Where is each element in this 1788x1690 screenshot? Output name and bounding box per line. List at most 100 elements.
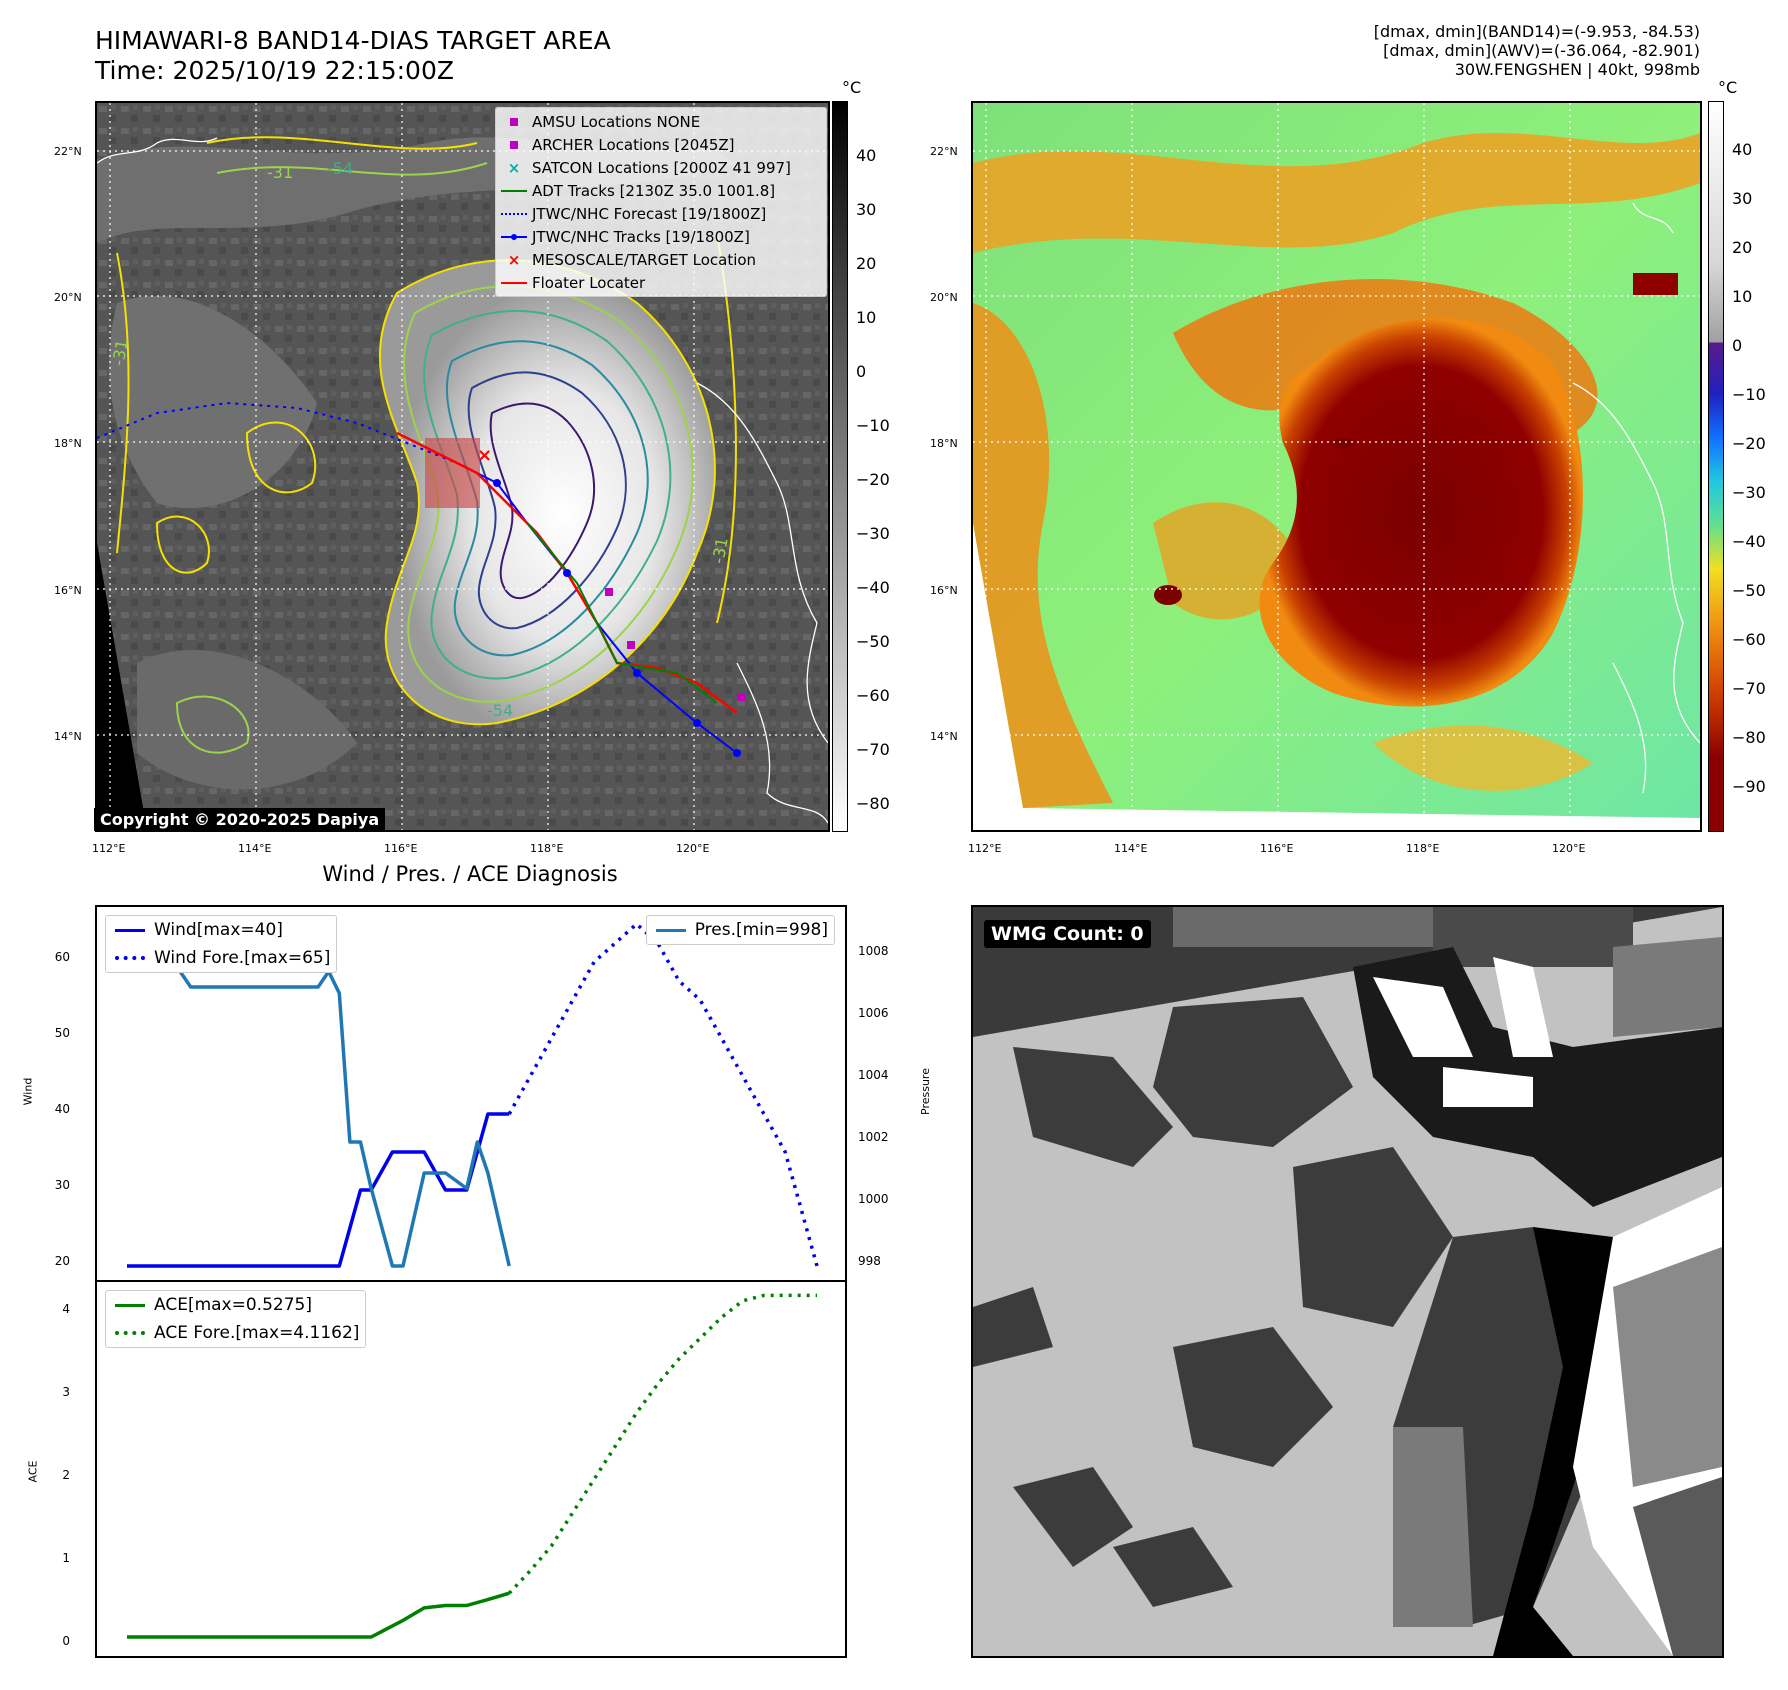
dotted-line-icon [115, 1331, 145, 1335]
square-marker-icon [510, 117, 518, 126]
lon-label: 112°E [92, 842, 126, 855]
lon-label: 114°E [1114, 842, 1148, 855]
diagnosis-title: Wind / Pres. / ACE Diagnosis [322, 862, 618, 886]
colorbar-tick: 30 [1732, 189, 1753, 208]
legend-item-wind: Wind[max=40] [106, 916, 336, 944]
wind-tick: 60 [54, 950, 70, 964]
lon-label: 116°E [384, 842, 418, 855]
colorbar-tick: −90 [1732, 777, 1766, 796]
colorbar-tick: −30 [1732, 483, 1766, 502]
dotted-line-icon [501, 212, 527, 215]
svg-text:×: × [477, 445, 492, 466]
colorbar-tick: −60 [856, 686, 890, 705]
awv-map-panel [971, 101, 1702, 832]
legend-item-pressure: Pres.[min=998] [647, 916, 834, 944]
colorbar-unit: °C [842, 78, 862, 97]
line-marker-icon [501, 281, 527, 284]
ace-forecast-series-line [507, 1293, 817, 1595]
ace-tick: 4 [62, 1302, 70, 1316]
pressure-tick: 998 [858, 1254, 881, 1268]
lat-label: 16°N [54, 584, 82, 597]
colorbar-tick: −20 [1732, 434, 1766, 453]
colorbar-left [832, 101, 848, 832]
x-marker-icon: × [507, 250, 521, 269]
title-line-2: Time: 2025/10/19 22:15:00Z [95, 56, 454, 85]
x-marker-icon: × [507, 158, 521, 177]
lat-label: 14°N [54, 730, 82, 743]
wind-legend: Wind[max=40] Wind Fore.[max=65] [105, 915, 338, 973]
wmg-panel [971, 905, 1724, 1658]
legend-item-archer: ARCHER Locations [2045Z] [496, 133, 826, 156]
square-marker-icon [510, 140, 518, 149]
lat-label: 22°N [930, 145, 958, 158]
meta-line-2: [dmax, dmin](AWV)=(-36.064, -82.901) [1383, 41, 1700, 60]
colorbar-tick: −80 [856, 794, 890, 813]
copyright-badge: Copyright © 2020-2025 Dapiya [94, 808, 386, 831]
wind-tick: 20 [54, 1254, 70, 1268]
line-marker-icon [115, 1303, 145, 1307]
colorbar-tick: −20 [856, 470, 890, 489]
lat-label: 18°N [930, 437, 958, 450]
legend-item-ace-forecast: ACE Fore.[max=4.1162] [106, 1319, 365, 1347]
legend-item-wind-forecast: Wind Fore.[max=65] [106, 944, 336, 972]
colorbar-tick: −70 [856, 740, 890, 759]
colorbar-tick: 0 [856, 362, 867, 381]
wind-tick: 40 [54, 1102, 70, 1116]
colorbar-tick: 30 [856, 200, 877, 219]
line-marker-icon [115, 928, 145, 932]
pressure-axis-label: Pressure [918, 1068, 932, 1115]
contour-label: -54 [487, 701, 514, 720]
colorbar-tick: 10 [1732, 287, 1753, 306]
pressure-tick: 1008 [858, 944, 889, 958]
legend-item-amsu: AMSU Locations NONE [496, 110, 826, 133]
lat-label: 16°N [930, 584, 958, 597]
colorbar-tick: −10 [856, 416, 890, 435]
figure-title: HIMAWARI-8 BAND14-DIAS TARGET AREA Time:… [95, 26, 611, 86]
ir-map-panel: × -31 -54 -31 -54 -31 AMSU Locations NON… [95, 101, 830, 832]
pressure-tick: 1004 [858, 1068, 889, 1082]
wind-tick: 50 [54, 1026, 70, 1040]
lon-label: 118°E [1406, 842, 1440, 855]
line-marker-icon [655, 928, 686, 932]
ace-legend: ACE[max=0.5275] ACE Fore.[max=4.1162] [105, 1290, 367, 1348]
colorbar-tick: −40 [856, 578, 890, 597]
wind-forecast-series-line [507, 922, 819, 1267]
pressure-series-line [127, 954, 511, 1268]
lon-label: 114°E [238, 842, 272, 855]
contour-label: -31 [267, 163, 294, 182]
ace-plot [127, 1293, 817, 1639]
wind-pressure-plot [127, 922, 819, 1268]
meta-info: [dmax, dmin](BAND14)=(-9.953, -84.53) [d… [1374, 22, 1700, 79]
meta-line-1: [dmax, dmin](BAND14)=(-9.953, -84.53) [1373, 22, 1700, 41]
colorbar-tick: −30 [856, 524, 890, 543]
colorbar-tick: −10 [1732, 385, 1766, 404]
colorbar-tick: 40 [1732, 140, 1753, 159]
dotted-line-icon [115, 956, 145, 960]
colorbar-tick: −80 [1732, 728, 1766, 747]
wmg-count-badge: WMG Count: 0 [984, 920, 1151, 948]
wind-axis-label: Wind [21, 1077, 35, 1106]
colorbar-tick: 10 [856, 308, 877, 327]
legend-item-satcon: × SATCON Locations [2000Z 41 997] [496, 156, 826, 179]
colorbar-tick: −40 [1732, 532, 1766, 551]
ace-tick: 2 [62, 1468, 70, 1482]
lat-label: 14°N [930, 730, 958, 743]
legend-item-forecast: JTWC/NHC Forecast [19/1800Z] [496, 202, 826, 225]
colorbar-tick: 0 [1732, 336, 1743, 355]
colorbar-tick: 20 [1732, 238, 1753, 257]
title-line-1: HIMAWARI-8 BAND14-DIAS TARGET AREA [95, 26, 611, 55]
legend-item-target: × MESOSCALE/TARGET Location [496, 248, 826, 271]
colorbar-tick: −60 [1732, 630, 1766, 649]
lon-label: 118°E [530, 842, 564, 855]
pressure-tick: 1006 [858, 1006, 889, 1020]
lon-label: 116°E [1260, 842, 1294, 855]
colorbar-tick: −50 [1732, 581, 1766, 600]
lat-label: 18°N [54, 437, 82, 450]
contour-label: -54 [327, 159, 354, 178]
colorbar-tick: −70 [1732, 679, 1766, 698]
lat-label: 22°N [54, 145, 82, 158]
wind-pressure-panel: Wind[max=40] Wind Fore.[max=65] Pres.[mi… [95, 905, 847, 1282]
ace-axis-label: ACE [26, 1460, 40, 1483]
lon-label: 120°E [1552, 842, 1586, 855]
lat-label: 20°N [54, 291, 82, 304]
